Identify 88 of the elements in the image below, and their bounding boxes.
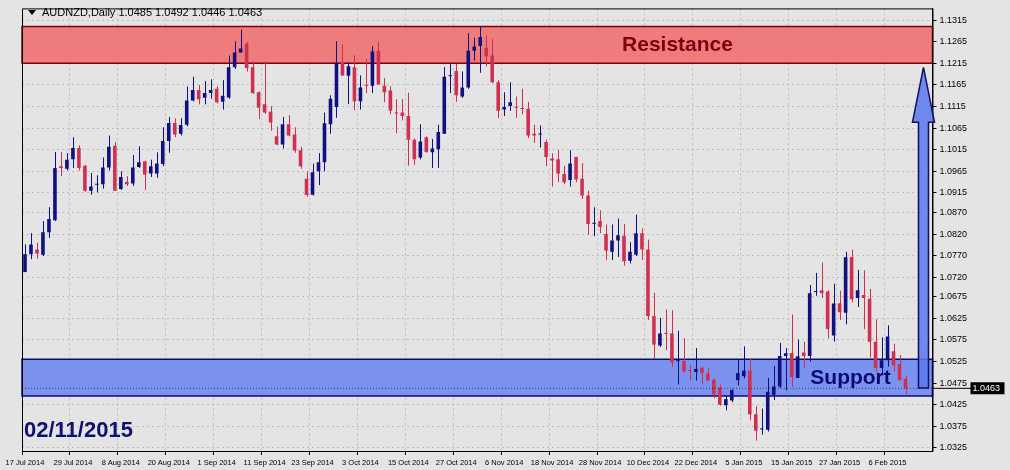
y-tick-label: 1.0475 bbox=[939, 377, 967, 388]
y-tick-label: 1.0770 bbox=[939, 250, 967, 261]
candlestick bbox=[771, 365, 776, 401]
candlestick bbox=[580, 162, 584, 200]
candlestick bbox=[89, 172, 93, 196]
candlestick bbox=[556, 149, 560, 183]
candlestick bbox=[154, 151, 159, 179]
candlestick bbox=[160, 126, 165, 167]
candlestick bbox=[23, 243, 27, 273]
candlestick bbox=[628, 241, 632, 264]
y-tick-label: 1.0820 bbox=[939, 228, 967, 239]
candlestick bbox=[448, 62, 453, 94]
candlestick bbox=[77, 144, 81, 171]
candlestick bbox=[640, 227, 644, 261]
candlestick bbox=[107, 134, 111, 171]
y-tick-label: 1.0675 bbox=[939, 291, 967, 302]
candlestick bbox=[478, 26, 483, 74]
candlestick bbox=[59, 151, 63, 177]
y-tick-label: 1.1165 bbox=[939, 79, 967, 90]
candlestick bbox=[676, 330, 680, 385]
y-tick-label: 1.0915 bbox=[939, 187, 967, 198]
ref-line-label: 1.0463 bbox=[972, 382, 1000, 393]
candlestick bbox=[101, 157, 105, 190]
y-tick-label: 1.1265 bbox=[939, 36, 967, 47]
candlestick bbox=[712, 377, 716, 399]
y-tick-label: 1.0870 bbox=[939, 206, 967, 217]
y-tick-label: 1.0720 bbox=[939, 271, 967, 282]
candlestick bbox=[172, 117, 177, 138]
candlestick bbox=[544, 139, 548, 167]
y-tick-label: 1.0625 bbox=[939, 312, 967, 323]
candlestick bbox=[610, 224, 614, 261]
candlestick bbox=[574, 156, 578, 183]
candlestick bbox=[71, 136, 75, 169]
candlestick bbox=[137, 145, 141, 169]
candlestick bbox=[538, 125, 542, 149]
candlestick bbox=[508, 81, 512, 112]
candlestick bbox=[484, 34, 489, 67]
candlestick bbox=[694, 347, 698, 382]
candlestick bbox=[634, 214, 638, 257]
candlestick bbox=[562, 165, 566, 185]
y-tick-label: 1.1065 bbox=[939, 122, 967, 133]
y-tick-label: 1.0425 bbox=[939, 399, 967, 410]
candlestick bbox=[262, 61, 267, 115]
candlestick bbox=[502, 91, 506, 117]
y-tick-label: 1.0965 bbox=[939, 165, 967, 176]
candlestick bbox=[658, 317, 662, 348]
candlestick bbox=[41, 220, 45, 257]
candlestick bbox=[759, 408, 764, 436]
candlestick bbox=[119, 170, 123, 191]
candlestick bbox=[472, 37, 477, 62]
y-tick-label: 1.0525 bbox=[939, 356, 967, 367]
candlestick bbox=[550, 152, 554, 187]
candlestick bbox=[741, 345, 746, 379]
candlestick bbox=[131, 154, 135, 187]
candlestick bbox=[688, 364, 692, 382]
candlestick bbox=[664, 309, 668, 351]
candlestick bbox=[718, 383, 722, 407]
candlestick bbox=[514, 96, 518, 119]
candlestick bbox=[460, 71, 465, 99]
candlestick bbox=[592, 206, 596, 237]
candlestick bbox=[598, 209, 602, 234]
candlestick bbox=[616, 217, 620, 258]
y-tick-label: 1.1315 bbox=[939, 14, 967, 25]
candlestick bbox=[682, 337, 686, 373]
chart-title: AUDNZD,Daily 1.0485 1.0492 1.0446 1.0463 bbox=[42, 6, 263, 18]
candlestick bbox=[29, 232, 33, 260]
candlestick bbox=[568, 149, 572, 187]
candlestick bbox=[166, 116, 171, 154]
annotation: 02/11/2015 bbox=[24, 417, 133, 443]
y-tick-label: 1.0575 bbox=[939, 334, 967, 345]
candlestick bbox=[783, 347, 788, 391]
y-tick-label: 1.1215 bbox=[939, 57, 967, 68]
candlestick bbox=[47, 206, 51, 239]
candlestick bbox=[801, 341, 806, 369]
candlestick bbox=[95, 174, 99, 194]
candlestick bbox=[143, 160, 147, 191]
y-tick-label: 1.0375 bbox=[939, 420, 967, 431]
y-tick-label: 1.0325 bbox=[939, 442, 967, 453]
candlestick bbox=[604, 224, 608, 261]
y-tick-label: 1.1115 bbox=[939, 101, 966, 111]
candlestick bbox=[753, 405, 758, 442]
candlestick bbox=[196, 84, 201, 105]
band-label: Support bbox=[810, 364, 891, 388]
candlestick bbox=[190, 76, 195, 102]
candlestick bbox=[520, 88, 524, 115]
candlestick bbox=[736, 358, 740, 386]
band-label: Resistance bbox=[622, 31, 733, 55]
y-tick-label: 1.1015 bbox=[939, 144, 967, 155]
